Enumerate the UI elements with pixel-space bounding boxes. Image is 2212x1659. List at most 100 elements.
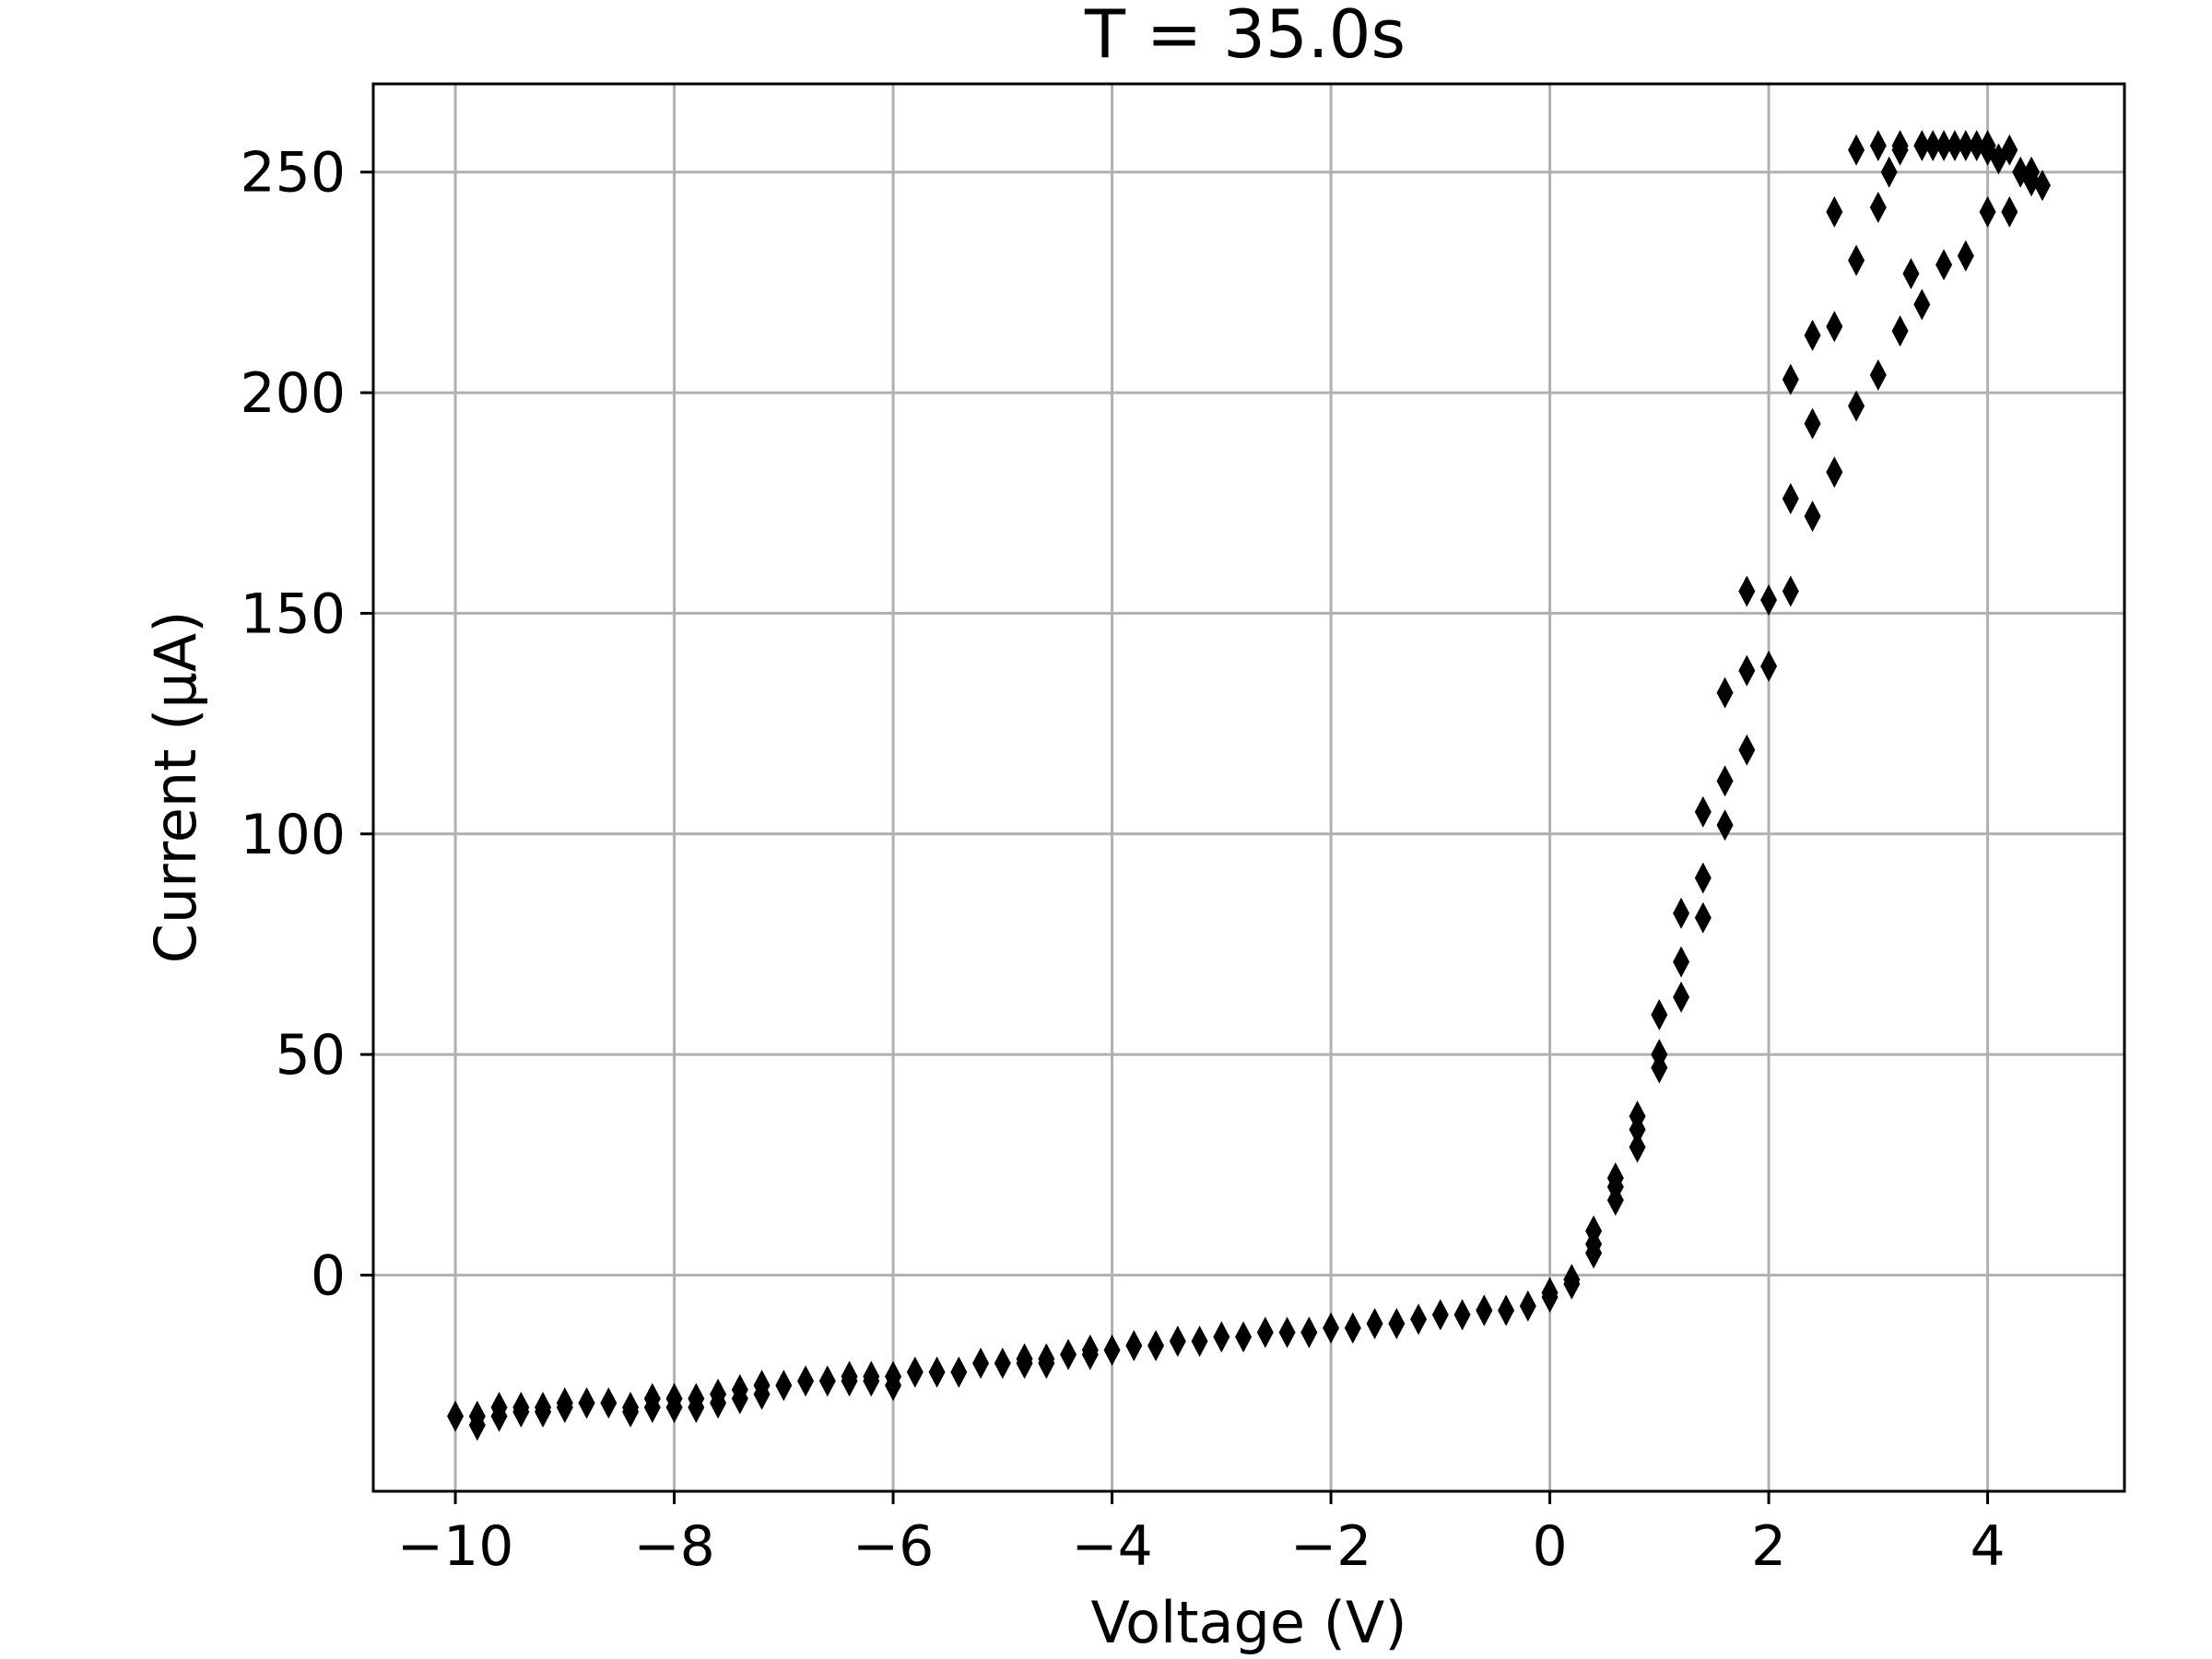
data-point <box>1804 407 1821 440</box>
data-point <box>1957 130 1974 162</box>
data-point <box>1869 359 1887 391</box>
data-point <box>1651 1052 1668 1084</box>
data-point <box>1936 249 1953 281</box>
x-tick-label: 4 <box>1970 1514 2005 1579</box>
data-point <box>1366 1308 1383 1340</box>
x-axis-label: Voltage (V) <box>1090 1589 1406 1656</box>
data-point <box>1760 584 1778 617</box>
data-point <box>490 1392 508 1424</box>
data-point <box>1476 1294 1493 1326</box>
data-point <box>1673 981 1690 1013</box>
data-point <box>1585 1237 1603 1269</box>
data-point <box>818 1365 836 1397</box>
data-point <box>1344 1312 1361 1344</box>
data-point <box>1848 134 1865 166</box>
data-point <box>1323 1312 1340 1344</box>
data-point <box>1388 1308 1406 1340</box>
x-tick-label: 0 <box>1532 1514 1567 1579</box>
data-point <box>447 1400 465 1432</box>
data-point <box>1891 134 1909 166</box>
data-point <box>1990 143 2007 175</box>
data-point <box>556 1387 573 1419</box>
data-point <box>1913 130 1931 162</box>
data-point <box>1191 1325 1208 1358</box>
data-point <box>1913 288 1931 321</box>
data-point <box>1147 1330 1165 1362</box>
data-point <box>2001 195 2018 228</box>
data-point <box>512 1392 530 1424</box>
data-point <box>1738 734 1756 766</box>
data-point <box>2033 170 2051 202</box>
data-point <box>1936 130 1953 162</box>
data-point <box>643 1392 661 1424</box>
x-tick-label: −8 <box>633 1514 714 1579</box>
data-point <box>468 1400 486 1432</box>
data-point <box>1103 1334 1121 1366</box>
data-point <box>1694 795 1712 828</box>
x-tick-label: −6 <box>853 1514 934 1579</box>
data-points <box>447 130 2051 1441</box>
data-point <box>600 1387 618 1419</box>
data-point <box>1213 1321 1230 1353</box>
data-point <box>1848 390 1865 422</box>
data-point <box>1716 677 1734 709</box>
data-point <box>928 1356 946 1388</box>
data-point <box>1848 244 1865 276</box>
data-point <box>1826 311 1843 343</box>
y-axis-label: Current (μA) <box>142 611 209 964</box>
data-point <box>2023 165 2041 197</box>
data-point <box>1673 897 1690 929</box>
data-point <box>1278 1316 1296 1348</box>
data-point <box>1235 1321 1253 1353</box>
data-point <box>622 1395 640 1428</box>
data-point <box>578 1387 595 1419</box>
data-point <box>1606 1171 1624 1203</box>
data-point <box>1016 1347 1033 1380</box>
grid-lines <box>373 84 2124 1491</box>
data-point <box>1924 130 1942 162</box>
y-tick-label: 100 <box>240 803 346 867</box>
data-point <box>1629 1131 1646 1163</box>
y-tick-label: 250 <box>240 141 346 206</box>
plot-frame <box>371 82 2126 1493</box>
x-tick-label: −10 <box>397 1514 514 1579</box>
data-point <box>1081 1338 1099 1371</box>
data-point <box>1541 1281 1559 1313</box>
data-point <box>885 1370 902 1402</box>
data-point <box>1038 1347 1055 1380</box>
data-point <box>753 1378 771 1410</box>
data-point <box>1979 195 1996 228</box>
data-point <box>1673 946 1690 978</box>
data-point <box>1169 1325 1186 1358</box>
data-point <box>1804 500 1821 533</box>
data-point <box>1869 130 1887 162</box>
data-point <box>863 1365 880 1397</box>
data-point <box>1300 1316 1318 1348</box>
data-point <box>1519 1289 1536 1322</box>
data-point <box>1060 1338 1077 1371</box>
data-point <box>1782 482 1799 514</box>
data-point <box>797 1365 815 1397</box>
data-point <box>1782 363 1799 395</box>
data-point <box>950 1356 968 1388</box>
data-point <box>1498 1294 1515 1326</box>
data-point <box>710 1387 727 1419</box>
data-point <box>1826 195 1843 228</box>
data-point <box>994 1347 1011 1380</box>
data-point <box>1738 575 1756 607</box>
data-point <box>972 1347 990 1380</box>
data-point <box>731 1382 748 1415</box>
data-point <box>1629 1100 1646 1133</box>
data-point <box>1968 130 1985 162</box>
x-tick-label: −4 <box>1071 1514 1152 1579</box>
chart-title: T = 35.0s <box>1084 0 1406 73</box>
data-point <box>1256 1316 1274 1348</box>
data-point <box>1804 319 1821 351</box>
y-tick-label: 0 <box>311 1243 346 1308</box>
data-point <box>1651 999 1668 1031</box>
axis-ticks: −10 −8 −6 −4 −2 0 2 4 0 50 100 150 200 250 <box>240 141 2005 1579</box>
data-point <box>1716 809 1734 841</box>
data-point <box>1957 240 1974 272</box>
data-point <box>1694 901 1712 934</box>
data-point <box>665 1392 683 1424</box>
